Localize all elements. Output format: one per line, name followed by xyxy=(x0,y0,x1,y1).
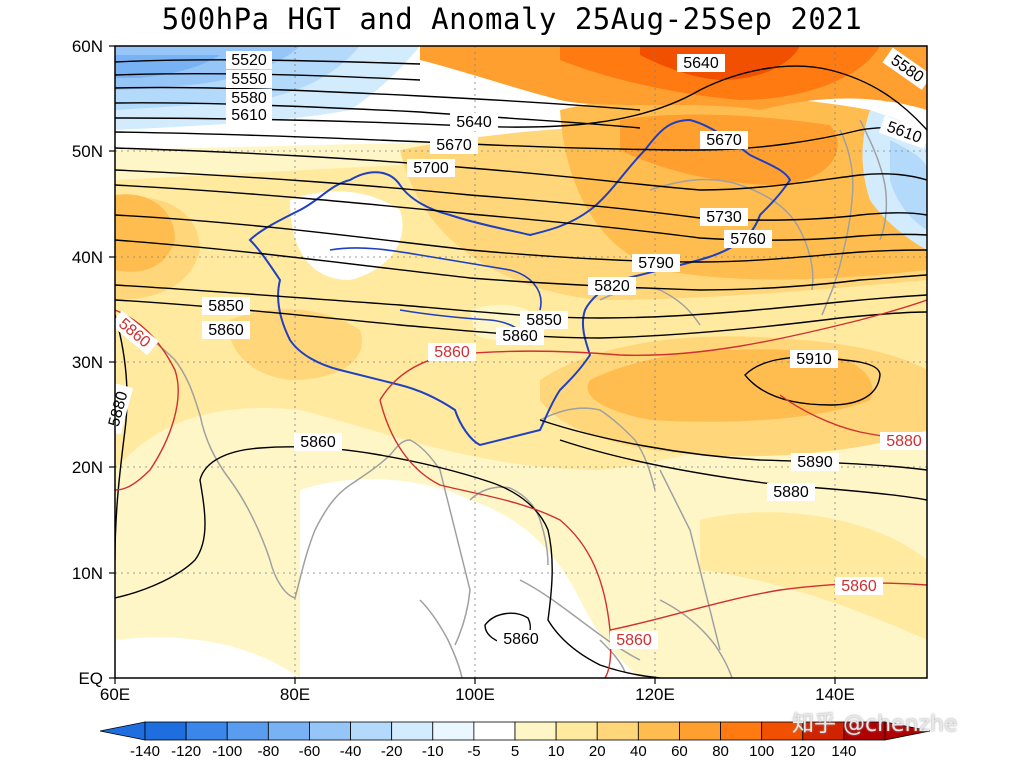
lat-label-40n: 40N xyxy=(72,248,103,267)
label-5550: 5550 xyxy=(231,71,267,88)
colorbar: -140 -120 -100 -80 -60 -40 -20 -10 -5 5 10 20 40 60 80… xyxy=(99,721,931,760)
colorbar-label: -40 xyxy=(340,743,362,760)
colorbar-label: 120 xyxy=(790,743,815,760)
label-5640: 5640 xyxy=(456,114,492,131)
colorbar-label: -10 xyxy=(422,743,444,760)
label-5890: 5890 xyxy=(797,454,833,471)
label-5860-south: 5860 xyxy=(503,631,539,648)
colorbar-label: 100 xyxy=(749,743,774,760)
colorbar-low-arrow xyxy=(99,721,146,741)
label-5880: 5880 xyxy=(773,484,809,501)
colorbar-label: -120 xyxy=(171,743,201,760)
colorbar-swatch xyxy=(596,721,639,741)
colorbar-swatch xyxy=(473,721,516,741)
label-5730: 5730 xyxy=(706,209,742,226)
colorbar-label: -60 xyxy=(299,743,321,760)
colorbar-swatch xyxy=(514,721,557,741)
lat-label-50n: 50N xyxy=(72,142,103,161)
colorbar-label: 140 xyxy=(831,743,856,760)
colorbar-label: -20 xyxy=(381,743,403,760)
lat-label-60n: 60N xyxy=(72,37,103,56)
colorbar-swatch xyxy=(637,721,680,741)
map-title: 500hPa HGT and Anomaly 25Aug-25Sep 2021 xyxy=(161,2,863,36)
colorbar-label: -140 xyxy=(130,743,160,760)
label-5790: 5790 xyxy=(638,255,674,272)
red-label-5880: 5880 xyxy=(886,433,922,450)
colorbar-swatch xyxy=(720,721,763,741)
inner-boundary xyxy=(329,247,542,311)
label-5700: 5700 xyxy=(413,160,449,177)
lon-label-120e: 120E xyxy=(635,685,675,704)
axis-lat xyxy=(109,45,115,679)
label-5860-west: 5860 xyxy=(208,322,244,339)
red-label-5860-south: 5860 xyxy=(616,632,652,649)
colorbar-swatch xyxy=(391,721,434,741)
colorbar-label: 60 xyxy=(671,743,688,760)
lat-label-30n: 30N xyxy=(72,353,103,372)
label-5820: 5820 xyxy=(594,278,630,295)
colorbar-swatch xyxy=(679,721,721,741)
colorbar-swatch xyxy=(555,721,598,741)
lon-label-80e: 80E xyxy=(280,685,310,704)
climatology-labels: 5860 5860 5880 5860 5860 xyxy=(110,310,928,649)
colorbar-label: -80 xyxy=(257,743,279,760)
label-5520: 5520 xyxy=(231,52,267,69)
colorbar-swatch xyxy=(185,721,228,741)
colorbar-swatch xyxy=(309,721,351,741)
lon-label-140e: 140E xyxy=(815,685,855,704)
label-5580: 5580 xyxy=(231,90,267,107)
label-5860: 5860 xyxy=(502,328,538,345)
label-5640-north: 5640 xyxy=(683,55,719,72)
colorbar-swatch xyxy=(350,721,393,741)
lon-label-60e: 60E xyxy=(100,685,130,704)
lat-label-10n: 10N xyxy=(72,564,103,583)
label-5850-west: 5850 xyxy=(208,298,244,315)
colorbar-swatch xyxy=(226,721,269,741)
colorbar-swatch xyxy=(144,721,187,741)
label-5670-east: 5670 xyxy=(706,132,742,149)
watermark: 知乎 @chenzhe xyxy=(792,712,958,737)
label-5860-india: 5860 xyxy=(300,434,336,451)
colorbar-swatch xyxy=(267,721,310,741)
label-5850: 5850 xyxy=(526,312,562,329)
colorbar-label: 10 xyxy=(548,743,565,760)
contour-labels: 5520 5550 5580 5610 5640 5640 5670 5700 … xyxy=(103,47,933,648)
axis-lon xyxy=(114,678,836,684)
label-5610: 5610 xyxy=(231,107,267,124)
colorbar-label: 80 xyxy=(712,743,729,760)
label-5760: 5760 xyxy=(730,231,766,248)
colorbar-label: -100 xyxy=(212,743,242,760)
colorbar-label: -5 xyxy=(467,743,480,760)
label-5910: 5910 xyxy=(796,351,832,368)
lat-label-20n: 20N xyxy=(72,458,103,477)
red-label-5860-east: 5860 xyxy=(841,578,877,595)
colorbar-label: 5 xyxy=(511,743,519,760)
lon-label-100e: 100E xyxy=(455,685,495,704)
red-label-5860: 5860 xyxy=(434,344,470,361)
colorbar-swatch xyxy=(843,721,886,741)
lat-label-eq: EQ xyxy=(78,669,103,688)
colorbar-swatch xyxy=(432,721,475,741)
label-5670: 5670 xyxy=(436,137,472,154)
colorbar-label: 40 xyxy=(630,743,647,760)
colorbar-label: 20 xyxy=(589,743,606,760)
